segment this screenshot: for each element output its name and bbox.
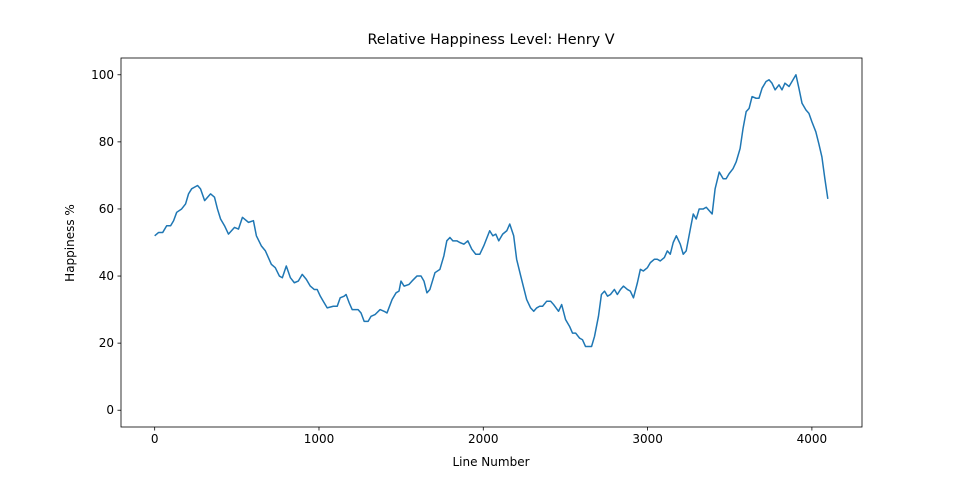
x-tick-label: 0	[151, 432, 159, 446]
y-tick-label: 80	[99, 135, 114, 149]
x-tick-label: 2000	[468, 432, 499, 446]
y-tick-label: 100	[91, 68, 114, 82]
y-axis-label: Happiness %	[63, 204, 77, 282]
x-axis-label: Line Number	[452, 455, 529, 469]
x-tick-label: 1000	[304, 432, 335, 446]
y-tick-label: 40	[99, 269, 114, 283]
x-tick-label: 3000	[632, 432, 663, 446]
line	[154, 74, 829, 348]
x-tick-label: 4000	[797, 432, 828, 446]
y-tick-label: 20	[99, 336, 114, 350]
chart-title: Relative Happiness Level: Henry V	[367, 32, 614, 48]
plot-frame	[120, 57, 863, 428]
y-tick-label: 0	[106, 403, 114, 417]
y-tick-label: 60	[99, 202, 114, 216]
